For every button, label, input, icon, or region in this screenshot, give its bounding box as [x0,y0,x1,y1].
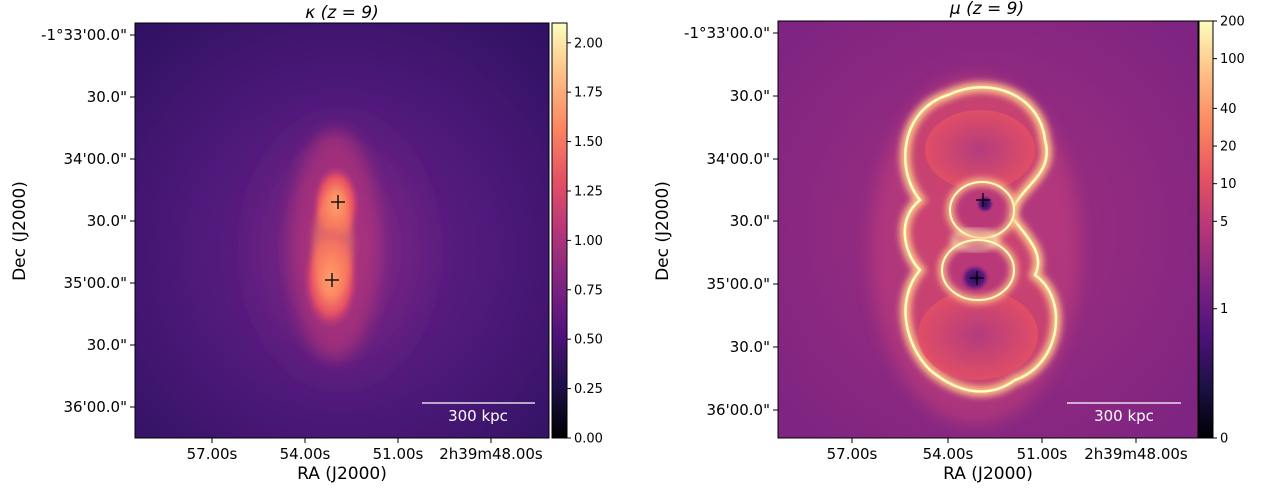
kappa-map [135,23,549,438]
kappa-xticks: 57.00s 54.00s 51.00s 2h39m48.00s [187,438,543,463]
marker-plus [976,193,990,207]
colorbar-tick-label: 0.25 [574,382,603,397]
x-tick-label: 51.00s [373,445,424,463]
y-tick-label: -1°33'00.0" [684,24,770,42]
y-tick-label: 30.0" [730,212,770,230]
x-tick-label: 54.00s [280,445,331,463]
marker-plus [331,195,345,209]
y-tick-label: 34'00.0" [63,150,127,168]
mu-scalebar: 300 kpc [1067,402,1181,425]
y-tick-label: 30.0" [730,338,770,356]
y-tick-label: -1°33'00.0" [41,26,127,44]
kappa-xlabel: RA (J2000) [297,464,387,484]
y-tick-label: 36'00.0" [706,401,770,419]
colorbar-tick-label: 0.50 [574,333,603,348]
kappa-panel: κ (z = 9) 300 kpc -1°33'00.0" 30.0" 34'00.… [10,3,603,484]
kappa-scalebar-label: 300 kpc [448,407,508,425]
kappa-title: κ (z = 9) [305,3,378,23]
y-tick-label: 30.0" [730,87,770,105]
x-tick-label: 2h39m48.00s [439,445,543,463]
kappa-colorbar-ticks: 0.00 0.25 0.50 0.75 1.00 1.25 1.50 1.75 2.00 [567,36,603,447]
mu-axes-frame [777,20,1199,439]
colorbar-tick-label: 1 [1220,302,1228,317]
x-tick-label: 2h39m48.00s [1084,445,1188,463]
x-tick-label: 51.00s [1017,445,1068,463]
colorbar-tick-label: 40 [1220,102,1237,117]
colorbar-tick-label: 200 [1220,15,1245,30]
kappa-markers [325,195,345,287]
x-tick-label: 54.00s [923,445,974,463]
colorbar-tick-label: 0.75 [574,283,603,298]
marker-plus [325,273,339,287]
colorbar-tick-label: 1.00 [574,234,603,249]
mu-yticks: -1°33'00.0" 30.0" 34'00.0" 30.0" 35'00.0" 30.… [684,24,778,419]
kappa-axes-frame [134,22,550,439]
y-tick-label: 30.0" [87,212,127,230]
colorbar-tick-label: 2.00 [574,36,603,51]
mu-scalebar-label: 300 kpc [1094,407,1154,425]
colorbar-tick-label: 20 [1220,140,1237,155]
colorbar-tick-label: 10 [1220,177,1237,192]
mu-xlabel: RA (J2000) [943,464,1033,484]
mu-ylabel: Dec (J2000) [653,181,673,281]
mu-markers [970,193,990,285]
colorbar-tick-label: 100 [1220,52,1245,67]
colorbar-tick-label: 1.75 [574,86,603,101]
marker-plus [970,271,984,285]
mu-xticks: 57.00s 54.00s 51.00s 2h39m48.00s [827,438,1188,463]
colorbar-tick-label: 0.00 [574,432,603,447]
y-tick-label: 30.0" [87,88,127,106]
y-tick-label: 35'00.0" [63,274,127,292]
colorbar-tick-label: 1.25 [574,184,603,199]
y-tick-label: 30.0" [87,336,127,354]
colorbar-tick-label: 1.50 [574,135,603,150]
kappa-scalebar: 300 kpc [422,402,535,425]
mu-map [778,21,1198,438]
x-tick-label: 57.00s [187,445,238,463]
kappa-ylabel: Dec (J2000) [10,181,30,281]
mu-panel: μ (z = 9) [653,0,1245,484]
mu-title: μ (z = 9) [949,0,1024,19]
y-tick-label: 35'00.0" [706,275,770,293]
y-tick-label: 34'00.0" [706,150,770,168]
colorbar-tick-label: 5 [1220,215,1228,230]
kappa-yticks: -1°33'00.0" 30.0" 34'00.0" 30.0" 35'00.0" 30.… [41,26,135,416]
colorbar-tick-label: 0 [1220,432,1228,447]
x-tick-label: 57.00s [827,445,878,463]
y-tick-label: 36'00.0" [63,398,127,416]
kappa-colorbar: 0.00 0.25 0.50 0.75 1.00 1.25 1.50 1.75 2.00 [551,22,603,447]
